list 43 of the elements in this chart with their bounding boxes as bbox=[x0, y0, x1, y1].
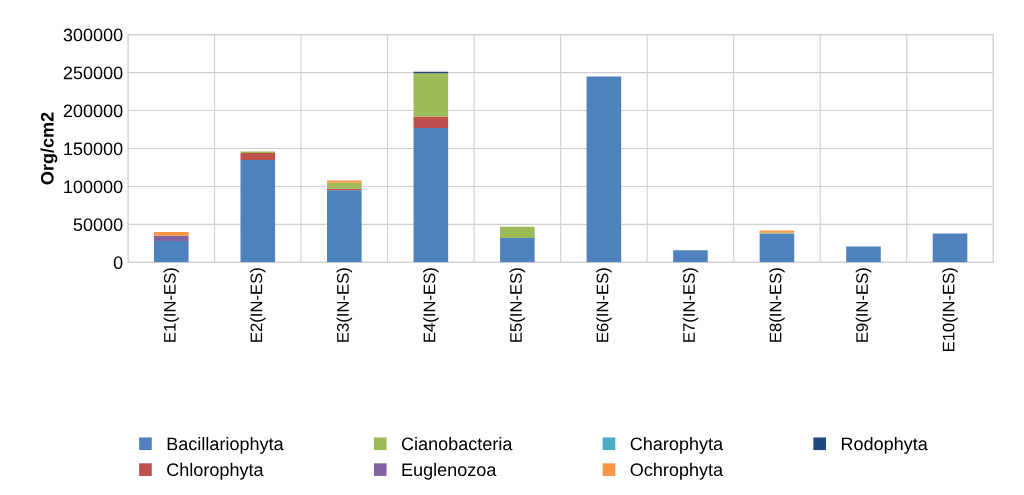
legend-label: Charophyta bbox=[630, 437, 724, 454]
bar bbox=[153, 241, 189, 263]
bar bbox=[413, 73, 449, 117]
x-tick-label: E5(IN-ES) bbox=[509, 268, 526, 342]
bar bbox=[327, 182, 362, 189]
x-tick-label: E10(IN-ES) bbox=[942, 268, 958, 352]
legend-label: Cianobacteria bbox=[401, 437, 513, 451]
bar bbox=[327, 180, 362, 183]
y-tick-label: 300000 bbox=[63, 28, 123, 42]
bar bbox=[846, 246, 881, 263]
y-tick-label: 200000 bbox=[63, 104, 123, 118]
bar bbox=[932, 233, 968, 263]
x-tick-label: E4(IN-ES) bbox=[423, 268, 439, 342]
x-tick-label: E2(IN-ES) bbox=[250, 268, 266, 342]
x-tick-label: E9(IN-ES) bbox=[855, 268, 872, 342]
x-tick-label: E1(IN-ES) bbox=[163, 268, 180, 342]
legend-label: Bacillariophyta bbox=[167, 437, 284, 454]
y-tick-label: 0 bbox=[113, 256, 123, 270]
y-tick-label: 150000 bbox=[64, 142, 123, 156]
bar bbox=[240, 153, 276, 160]
bar bbox=[153, 235, 189, 242]
legend-label: Chlorophyta bbox=[167, 462, 264, 480]
bar bbox=[500, 238, 535, 263]
x-tick-label: E7(IN-ES) bbox=[682, 268, 699, 342]
y-axis-title: Org/cm2 bbox=[40, 112, 58, 185]
bar bbox=[413, 128, 449, 263]
x-tick-label: E8(IN-ES) bbox=[769, 268, 785, 342]
y-tick-label: 250000 bbox=[63, 66, 123, 80]
bar bbox=[240, 159, 276, 263]
y-tick-label: 50000 bbox=[73, 218, 123, 232]
bar bbox=[586, 76, 622, 263]
bar bbox=[500, 226, 535, 239]
x-tick-label: E6(IN-ES) bbox=[596, 268, 612, 342]
legend-label: Euglenozoa bbox=[402, 462, 497, 480]
legend-label: Rodophyta bbox=[841, 437, 928, 454]
y-tick-label: 100000 bbox=[64, 180, 123, 194]
bar bbox=[153, 231, 189, 236]
bar bbox=[759, 233, 795, 263]
bar bbox=[327, 190, 362, 263]
legend-label: Ochrophyta bbox=[630, 462, 724, 480]
bar bbox=[413, 116, 449, 129]
x-tick-label: E3(IN-ES) bbox=[336, 268, 353, 342]
bar bbox=[673, 250, 708, 263]
